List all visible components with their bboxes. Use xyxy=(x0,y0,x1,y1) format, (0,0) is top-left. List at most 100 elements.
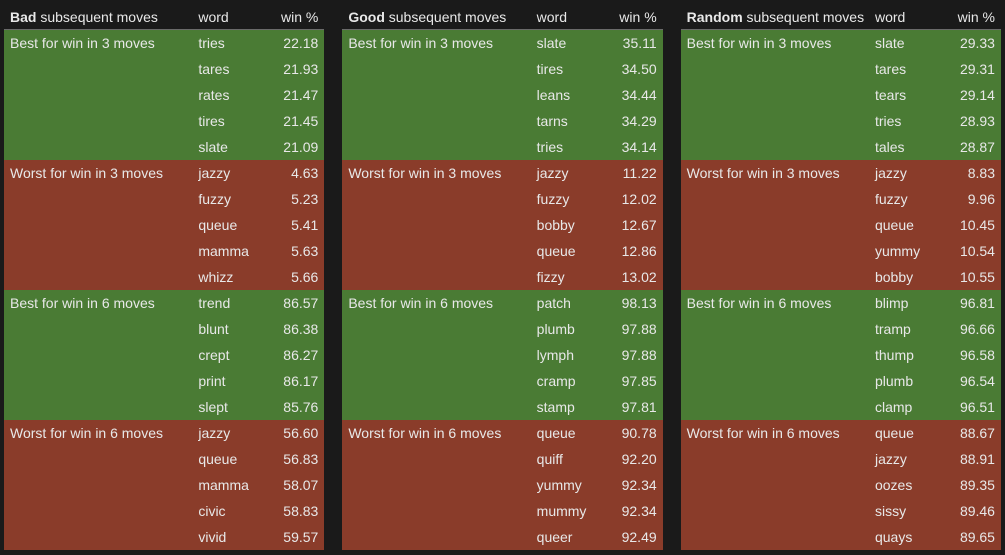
pct-cell: 86.27 xyxy=(268,347,324,363)
table-row: Worst for win in 3 movesjazzy8.83 xyxy=(681,160,1001,186)
panel-title: Good subsequent moves xyxy=(342,9,536,25)
table-row: Best for win in 3 movesslate35.11 xyxy=(342,30,662,56)
word-cell: thump xyxy=(875,347,945,363)
table-row: queue12.86 xyxy=(342,238,662,264)
pct-cell: 92.34 xyxy=(607,477,663,493)
table-row: rates21.47 xyxy=(4,82,324,108)
pct-cell: 5.23 xyxy=(268,191,324,207)
word-cell: queue xyxy=(875,425,945,441)
word-cell: clamp xyxy=(875,399,945,415)
word-cell: blimp xyxy=(875,295,945,311)
panel-title: Random subsequent moves xyxy=(681,9,875,25)
word-cell: blunt xyxy=(198,321,268,337)
table-row: Best for win in 3 movestries22.18 xyxy=(4,30,324,56)
word-cell: mamma xyxy=(198,477,268,493)
word-cell: whizz xyxy=(198,269,268,285)
word-cell: tares xyxy=(198,61,268,77)
pct-cell: 85.76 xyxy=(268,399,324,415)
col-header-word: word xyxy=(198,9,268,25)
pct-cell: 89.35 xyxy=(945,477,1001,493)
pct-cell: 10.54 xyxy=(945,243,1001,259)
pct-cell: 88.67 xyxy=(945,425,1001,441)
word-cell: lymph xyxy=(537,347,607,363)
word-cell: cramp xyxy=(537,373,607,389)
panel-title-suffix-text: subsequent moves xyxy=(40,9,158,25)
col-header-winpct: win % xyxy=(268,9,324,25)
section: Best for win in 6 movestrend86.57blunt86… xyxy=(4,290,324,420)
table-row: plumb96.54 xyxy=(681,368,1001,394)
table-row: Best for win in 6 movesblimp96.81 xyxy=(681,290,1001,316)
table-row: fizzy13.02 xyxy=(342,264,662,290)
pct-cell: 34.44 xyxy=(607,87,663,103)
pct-cell: 8.83 xyxy=(945,165,1001,181)
word-cell: tares xyxy=(875,61,945,77)
word-cell: quays xyxy=(875,529,945,545)
section: Worst for win in 3 movesjazzy4.63fuzzy5.… xyxy=(4,160,324,290)
section-label: Worst for win in 6 moves xyxy=(4,425,198,441)
word-cell: stamp xyxy=(537,399,607,415)
panel-header: Good subsequent moveswordwin % xyxy=(342,4,662,30)
table-row: sissy89.46 xyxy=(681,498,1001,524)
table-row: Best for win in 3 movesslate29.33 xyxy=(681,30,1001,56)
panel-header: Random subsequent moveswordwin % xyxy=(681,4,1001,30)
word-cell: oozes xyxy=(875,477,945,493)
word-cell: queue xyxy=(875,217,945,233)
section-label: Best for win in 6 moves xyxy=(4,295,198,311)
word-cell: queue xyxy=(537,243,607,259)
pct-cell: 5.63 xyxy=(268,243,324,259)
pct-cell: 96.51 xyxy=(945,399,1001,415)
pct-cell: 10.45 xyxy=(945,217,1001,233)
pct-cell: 56.60 xyxy=(268,425,324,441)
table-row: yummy92.34 xyxy=(342,472,662,498)
word-cell: mummy xyxy=(537,503,607,519)
table-row: Best for win in 6 movespatch98.13 xyxy=(342,290,662,316)
pct-cell: 89.65 xyxy=(945,529,1001,545)
table-row: blunt86.38 xyxy=(4,316,324,342)
pct-cell: 9.96 xyxy=(945,191,1001,207)
word-cell: queue xyxy=(198,451,268,467)
panel-good: Good subsequent moveswordwin %Best for w… xyxy=(342,4,662,551)
section: Worst for win in 6 movesqueue88.67jazzy8… xyxy=(681,420,1001,550)
word-cell: tries xyxy=(198,35,268,51)
word-cell: fuzzy xyxy=(198,191,268,207)
word-cell: fizzy xyxy=(537,269,607,285)
table-row: jazzy88.91 xyxy=(681,446,1001,472)
word-cell: slate xyxy=(875,35,945,51)
word-cell: tries xyxy=(537,139,607,155)
table-row: print86.17 xyxy=(4,368,324,394)
pct-cell: 97.88 xyxy=(607,321,663,337)
pct-cell: 28.93 xyxy=(945,113,1001,129)
pct-cell: 96.66 xyxy=(945,321,1001,337)
panel-title-name: Bad xyxy=(10,9,36,25)
word-cell: tramp xyxy=(875,321,945,337)
table-row: mummy92.34 xyxy=(342,498,662,524)
pct-cell: 21.45 xyxy=(268,113,324,129)
pct-cell: 22.18 xyxy=(268,35,324,51)
panel-title-suffix-text: subsequent moves xyxy=(747,9,865,25)
section: Worst for win in 6 movesqueue90.78quiff9… xyxy=(342,420,662,550)
table-row: tires21.45 xyxy=(4,108,324,134)
word-cell: vivid xyxy=(198,529,268,545)
word-cell: yummy xyxy=(537,477,607,493)
section: Worst for win in 3 movesjazzy11.22fuzzy1… xyxy=(342,160,662,290)
section-label: Best for win in 6 moves xyxy=(681,295,875,311)
pct-cell: 98.13 xyxy=(607,295,663,311)
pct-cell: 21.47 xyxy=(268,87,324,103)
word-cell: print xyxy=(198,373,268,389)
pct-cell: 59.57 xyxy=(268,529,324,545)
table-row: queer92.49 xyxy=(342,524,662,550)
pct-cell: 58.83 xyxy=(268,503,324,519)
pct-cell: 58.07 xyxy=(268,477,324,493)
table-row: tramp96.66 xyxy=(681,316,1001,342)
table-row: civic58.83 xyxy=(4,498,324,524)
section: Worst for win in 6 movesjazzy56.60queue5… xyxy=(4,420,324,550)
section-label: Worst for win in 6 moves xyxy=(342,425,536,441)
table-row: crept86.27 xyxy=(4,342,324,368)
pct-cell: 34.50 xyxy=(607,61,663,77)
table-row: stamp97.81 xyxy=(342,394,662,420)
section: Worst for win in 3 movesjazzy8.83fuzzy9.… xyxy=(681,160,1001,290)
table-row: tires34.50 xyxy=(342,56,662,82)
table-row: lymph97.88 xyxy=(342,342,662,368)
table-row: Worst for win in 6 movesjazzy56.60 xyxy=(4,420,324,446)
table-row: tears29.14 xyxy=(681,82,1001,108)
